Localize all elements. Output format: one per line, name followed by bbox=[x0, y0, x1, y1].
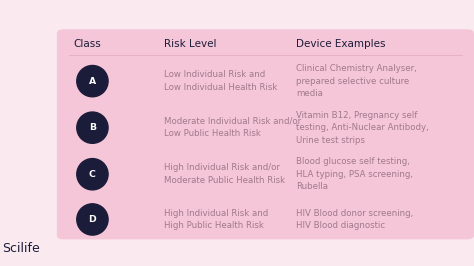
Text: Low Individual Risk and
Low Individual Health Risk: Low Individual Risk and Low Individual H… bbox=[164, 70, 277, 92]
Text: C: C bbox=[89, 170, 96, 179]
Ellipse shape bbox=[77, 112, 108, 143]
Text: Class: Class bbox=[73, 39, 101, 49]
Text: D: D bbox=[89, 215, 96, 224]
Ellipse shape bbox=[77, 65, 108, 97]
Text: Vitamin B12, Pregnancy self
testing, Anti-Nuclear Antibody,
Urine test strips: Vitamin B12, Pregnancy self testing, Ant… bbox=[296, 111, 429, 145]
Text: Moderate Individual Risk and/or
Low Public Health Risk: Moderate Individual Risk and/or Low Publ… bbox=[164, 117, 301, 138]
FancyBboxPatch shape bbox=[57, 29, 474, 239]
Text: High Individual Risk and/or
Moderate Public Health Risk: High Individual Risk and/or Moderate Pub… bbox=[164, 164, 285, 185]
Text: B: B bbox=[89, 123, 96, 132]
Text: Blood glucose self testing,
HLA typing, PSA screening,
Rubella: Blood glucose self testing, HLA typing, … bbox=[296, 157, 413, 191]
Ellipse shape bbox=[77, 204, 108, 235]
Text: High Individual Risk and
High Public Health Risk: High Individual Risk and High Public Hea… bbox=[164, 209, 268, 230]
Text: Scilife: Scilife bbox=[2, 242, 40, 255]
Ellipse shape bbox=[77, 159, 108, 190]
Text: Device Examples: Device Examples bbox=[296, 39, 386, 49]
Text: HIV Blood donor screening,
HIV Blood diagnostic: HIV Blood donor screening, HIV Blood dia… bbox=[296, 209, 413, 230]
Text: Clinical Chemistry Analyser,
prepared selective culture
media: Clinical Chemistry Analyser, prepared se… bbox=[296, 64, 417, 98]
Text: A: A bbox=[89, 77, 96, 86]
Text: Risk Level: Risk Level bbox=[164, 39, 216, 49]
